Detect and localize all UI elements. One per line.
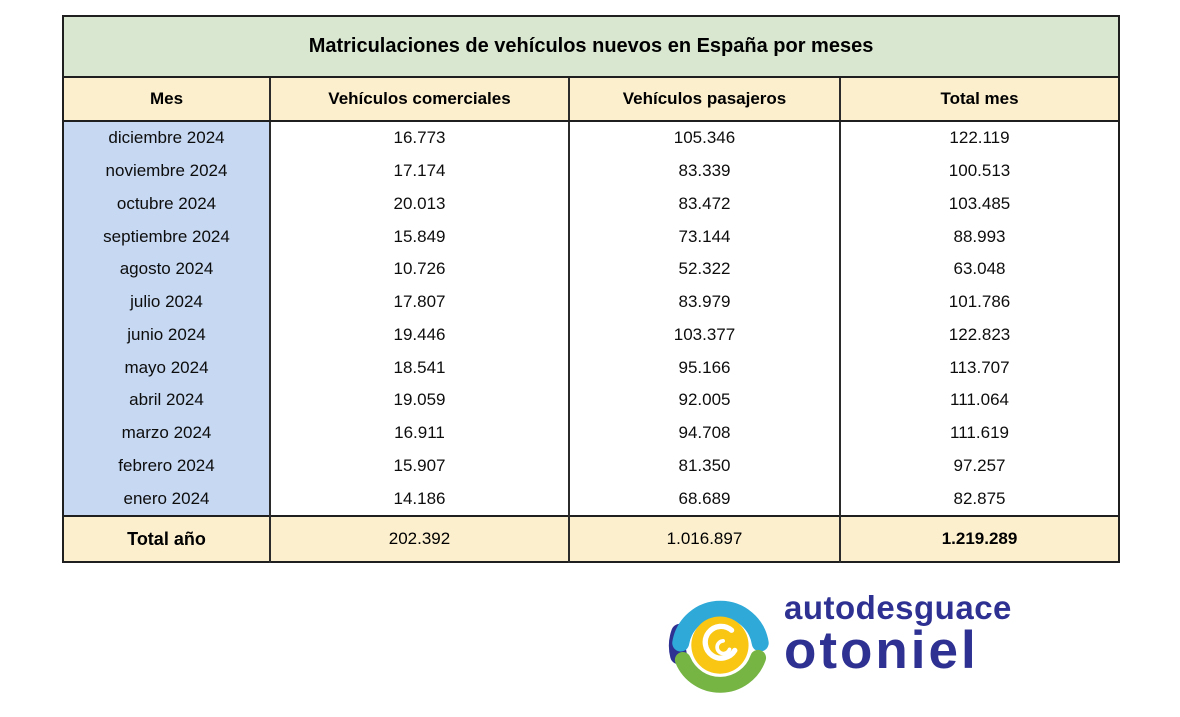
comerciales-cell: 16.911: [269, 416, 569, 450]
table-row: diciembre 2024 16.773 105.346 122.119: [63, 121, 1120, 155]
month-cell: abril 2024: [63, 384, 270, 417]
comerciales-cell: 15.907: [269, 449, 569, 483]
pasajeros-cell: 103.377: [568, 318, 840, 352]
total-mes-cell: 100.513: [838, 154, 1120, 188]
total-mes-cell: 111.619: [838, 416, 1120, 450]
table-row: enero 2024 14.186 68.689 82.875: [63, 482, 1120, 516]
comerciales-cell: 15.849: [269, 220, 569, 253]
total-mes-cell: 97.257: [838, 449, 1120, 483]
pasajeros-cell: 73.144: [568, 220, 840, 253]
pasajeros-cell: 92.005: [568, 384, 840, 417]
comerciales-cell: 19.446: [269, 318, 569, 352]
column-header-mes: Mes: [63, 77, 270, 122]
table-row: junio 2024 19.446 103.377 122.823: [63, 318, 1120, 352]
pasajeros-cell: 105.346: [568, 121, 840, 155]
table-row: noviembre 2024 17.174 83.339 100.513: [63, 154, 1120, 188]
logo-word-otoniel: otoniel: [784, 621, 979, 681]
table-row: mayo 2024 18.541 95.166 113.707: [63, 351, 1120, 384]
total-mes-cell: 63.048: [838, 253, 1120, 286]
month-cell: mayo 2024: [63, 351, 270, 384]
month-cell: marzo 2024: [63, 416, 270, 450]
pasajeros-cell: 94.708: [568, 416, 840, 450]
total-mes-cell: 82.875: [838, 482, 1120, 516]
company-logo: autodesguace otoniel: [664, 589, 1012, 696]
total-mes-cell: 101.786: [838, 285, 1120, 319]
pasajeros-cell: 81.350: [568, 449, 840, 483]
total-year-label: Total año: [63, 515, 270, 562]
comerciales-cell: 20.013: [269, 187, 569, 221]
total-comerciales: 202.392: [269, 515, 569, 562]
table-total-row: Total año 202.392 1.016.897 1.219.289: [63, 515, 1120, 562]
table-row: agosto 2024 10.726 52.322 63.048: [63, 253, 1120, 286]
comerciales-cell: 19.059: [269, 384, 569, 417]
table-header-row: Mes Vehículos comerciales Vehículos pasa…: [63, 77, 1120, 122]
comerciales-cell: 16.773: [269, 121, 569, 155]
logo-text: autodesguace otoniel: [784, 589, 1012, 681]
comerciales-cell: 17.807: [269, 285, 569, 319]
month-cell: enero 2024: [63, 482, 270, 516]
total-mes-cell: 111.064: [838, 384, 1120, 417]
pasajeros-cell: 52.322: [568, 253, 840, 286]
logo-circle-icon: [668, 600, 769, 693]
table-row: febrero 2024 15.907 81.350 97.257: [63, 449, 1120, 483]
month-cell: febrero 2024: [63, 449, 270, 483]
table-row: octubre 2024 20.013 83.472 103.485: [63, 187, 1120, 221]
table-title-row: Matriculaciones de vehículos nuevos en E…: [63, 16, 1120, 78]
registrations-table: Matriculaciones de vehículos nuevos en E…: [62, 15, 1121, 563]
total-mes-cell: 103.485: [838, 187, 1120, 221]
pasajeros-cell: 83.339: [568, 154, 840, 188]
pasajeros-cell: 68.689: [568, 482, 840, 516]
total-pasajeros: 1.016.897: [568, 515, 840, 562]
table-row: julio 2024 17.807 83.979 101.786: [63, 285, 1120, 319]
total-mes-cell: 113.707: [838, 351, 1120, 384]
month-cell: diciembre 2024: [63, 121, 270, 155]
total-mes-cell: 122.119: [838, 121, 1120, 155]
column-header-pasajeros: Vehículos pasajeros: [568, 77, 840, 122]
total-mes-cell: 122.823: [838, 318, 1120, 352]
pasajeros-cell: 95.166: [568, 351, 840, 384]
table-title: Matriculaciones de vehículos nuevos en E…: [63, 16, 1120, 78]
column-header-comerciales: Vehículos comerciales: [269, 77, 569, 122]
month-cell: agosto 2024: [63, 253, 270, 286]
grand-total: 1.219.289: [838, 515, 1120, 562]
table-row: septiembre 2024 15.849 73.144 88.993: [63, 220, 1120, 253]
total-mes-cell: 88.993: [838, 220, 1120, 253]
pasajeros-cell: 83.979: [568, 285, 840, 319]
logo-word-autodesguace: autodesguace: [784, 589, 1012, 626]
month-cell: octubre 2024: [63, 187, 270, 221]
table-row: marzo 2024 16.911 94.708 111.619: [63, 416, 1120, 450]
comerciales-cell: 14.186: [269, 482, 569, 516]
comerciales-cell: 17.174: [269, 154, 569, 188]
pasajeros-cell: 83.472: [568, 187, 840, 221]
month-cell: julio 2024: [63, 285, 270, 319]
comerciales-cell: 10.726: [269, 253, 569, 286]
month-cell: junio 2024: [63, 318, 270, 352]
month-cell: noviembre 2024: [63, 154, 270, 188]
comerciales-cell: 18.541: [269, 351, 569, 384]
column-header-total-mes: Total mes: [838, 77, 1120, 122]
month-cell: septiembre 2024: [63, 220, 270, 253]
table-row: abril 2024 19.059 92.005 111.064: [63, 384, 1120, 417]
